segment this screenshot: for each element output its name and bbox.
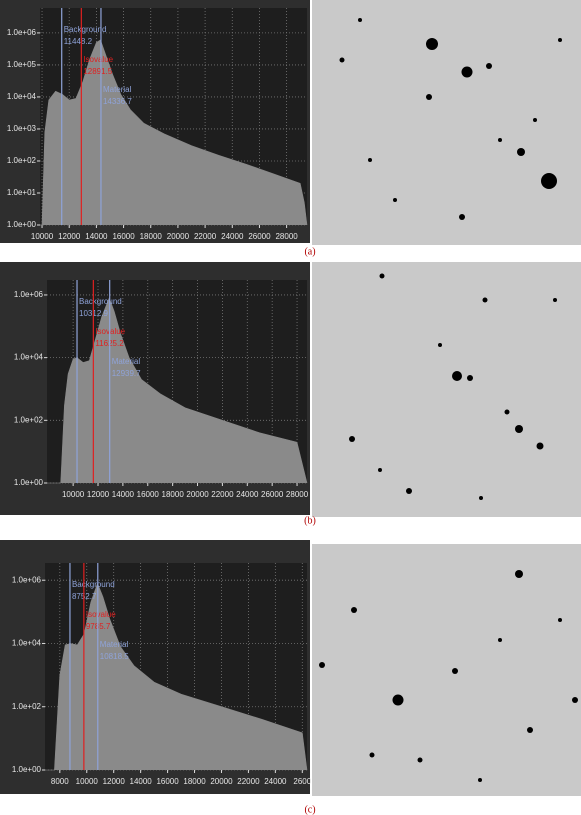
marker-label: Background xyxy=(79,297,122,306)
x-tick-label: 12000 xyxy=(103,777,126,786)
x-tick-label: 26000 xyxy=(261,490,284,499)
x-tick-label: 24000 xyxy=(221,232,244,241)
marker-value: 10818.5 xyxy=(100,652,129,661)
histogram-area xyxy=(45,582,308,771)
x-tick-label: 28000 xyxy=(275,232,298,241)
image-b xyxy=(312,262,581,517)
x-tick-label: 26000 xyxy=(248,232,271,241)
caption: (a) xyxy=(304,246,315,257)
x-tick-label: 10000 xyxy=(62,490,85,499)
x-tick-label: 14000 xyxy=(130,777,153,786)
marker-label: Isovalue xyxy=(86,610,116,619)
histogram-panel: 1.0e+00 1.0e+02 1.0e+04 1.0e+06 8000 10000 120… xyxy=(0,540,316,815)
x-tick-label: 20000 xyxy=(210,777,233,786)
marker-label: Material xyxy=(100,640,129,649)
x-tick-label: 12000 xyxy=(87,490,110,499)
y-tick-label: 1.0e+02 xyxy=(14,415,44,424)
y-tick-label: 1.0e+06 xyxy=(14,290,44,299)
marker-value: 12939.7 xyxy=(112,369,141,378)
x-tick-label: 18000 xyxy=(140,232,163,241)
y-tick-label: 1.0e+00 xyxy=(7,220,37,229)
x-tick-label: 22000 xyxy=(194,232,217,241)
x-tick-label: 14000 xyxy=(85,232,108,241)
x-tick-label: 24000 xyxy=(264,777,287,786)
y-tick-label: 1.0e+01 xyxy=(7,188,37,197)
x-tick-label: 2600 xyxy=(293,777,311,786)
x-tick-label: 12000 xyxy=(58,232,81,241)
x-tick-label: 28000 xyxy=(286,490,309,499)
x-tick-label: 20000 xyxy=(167,232,190,241)
y-tick-label: 1.0e+02 xyxy=(12,702,42,711)
x-tick-label: 16000 xyxy=(137,490,160,499)
y-tick-label: 1.0e+04 xyxy=(14,353,44,362)
y-tick-label: 1.0e+04 xyxy=(7,92,37,101)
marker-label: Background xyxy=(64,25,107,34)
x-tick-label: 10000 xyxy=(76,777,99,786)
x-tick-label: 16000 xyxy=(112,232,135,241)
marker-value: 14336.7 xyxy=(103,97,132,106)
x-tick-label: 22000 xyxy=(237,777,260,786)
marker-value: 11448.2 xyxy=(64,37,93,46)
y-tick-label: 1.0e+00 xyxy=(14,478,44,487)
marker-value: 12891.5 xyxy=(83,67,112,76)
x-tick-label: 20000 xyxy=(186,490,209,499)
x-tick-label: 24000 xyxy=(236,490,259,499)
x-tick-label: 14000 xyxy=(112,490,135,499)
image-a xyxy=(312,0,581,245)
x-tick-label: 8000 xyxy=(51,777,69,786)
y-tick-label: 1.0e+05 xyxy=(7,60,37,69)
y-tick-label: 1.0e+03 xyxy=(7,124,37,133)
marker-label: Isovalue xyxy=(83,55,113,64)
y-tick-label: 1.0e+04 xyxy=(12,639,42,648)
marker-label: Material xyxy=(103,85,132,94)
x-tick-label: 10000 xyxy=(31,232,54,241)
x-tick-label: 18000 xyxy=(183,777,206,786)
x-tick-label: 18000 xyxy=(162,490,185,499)
y-tick-label: 1.0e+00 xyxy=(12,765,42,774)
y-tick-label: 1.0e+06 xyxy=(12,575,42,584)
marker-label: Background xyxy=(72,580,115,589)
y-tick-label: 1.0e+06 xyxy=(7,28,37,37)
marker-label: Material xyxy=(112,357,141,366)
histogram-panel: 1.0e+00 1.0e+02 1.0e+04 1.0e+06 10000 12000 14… xyxy=(0,262,316,526)
caption: (c) xyxy=(304,804,315,815)
y-tick-label: 1.0e+02 xyxy=(7,156,37,165)
histogram-panel: 1.0e+00 1.0e+01 1.0e+02 1.0e+03 1.0e+04 1.0e+… xyxy=(0,0,316,257)
x-tick-label: 22000 xyxy=(211,490,234,499)
caption: (b) xyxy=(304,515,316,526)
image-c xyxy=(312,544,581,796)
histogram-area xyxy=(40,39,308,226)
marker-label: Isovalue xyxy=(95,327,125,336)
x-tick-label: 16000 xyxy=(156,777,179,786)
